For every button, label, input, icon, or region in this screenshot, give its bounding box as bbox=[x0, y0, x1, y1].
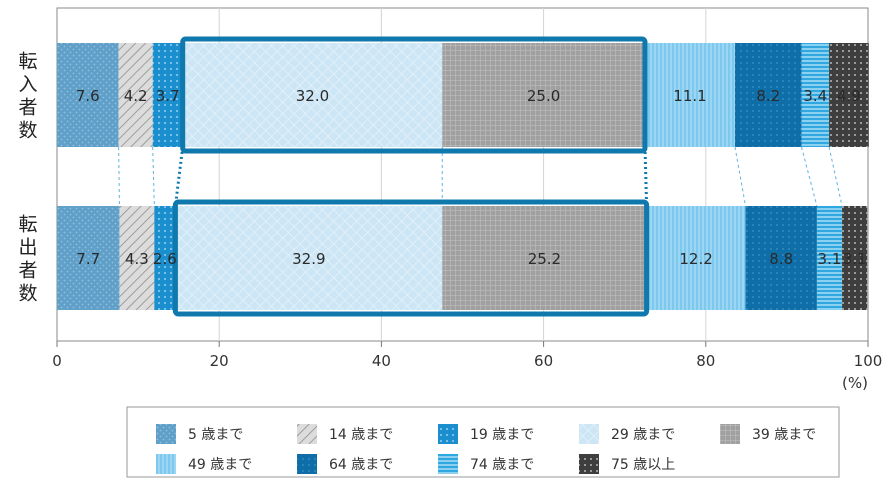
connector-line bbox=[152, 146, 155, 207]
bar-segment-out-4 bbox=[442, 206, 647, 310]
data-label: 3.7 bbox=[156, 87, 180, 105]
data-label: 25.2 bbox=[528, 250, 561, 268]
data-label: 32.9 bbox=[292, 250, 325, 268]
highlight-frame bbox=[180, 36, 648, 154]
connector-lines bbox=[118, 146, 843, 207]
bar-segment-out-7 bbox=[816, 206, 843, 310]
data-label: 7.7 bbox=[76, 250, 100, 268]
bar-segment-in-6 bbox=[734, 43, 802, 147]
legend-label: 74 歳まで bbox=[470, 457, 534, 473]
bar-segment-out-2 bbox=[154, 206, 176, 310]
x-tick-label: 40 bbox=[372, 352, 391, 370]
row-label-transfers-in: 転入者数 bbox=[18, 51, 37, 142]
bar-segment-in-8 bbox=[829, 43, 869, 147]
data-label: 32.0 bbox=[296, 87, 329, 105]
data-label: 11.1 bbox=[673, 87, 706, 105]
plot-frame bbox=[56, 7, 869, 342]
x-tick-label: 100 bbox=[854, 352, 883, 370]
data-label: 3.1 bbox=[818, 250, 842, 268]
legend-swatch bbox=[156, 424, 176, 444]
bar-segment-in-0 bbox=[57, 43, 119, 147]
data-label: 8.2 bbox=[756, 87, 780, 105]
data-label: 25.0 bbox=[527, 87, 560, 105]
legend-swatch bbox=[297, 424, 317, 444]
bar-segment-out-0 bbox=[57, 206, 120, 310]
connector-line bbox=[828, 146, 843, 207]
legend-swatch bbox=[297, 454, 317, 474]
legend-swatch bbox=[156, 454, 176, 474]
x-axis-unit: (%) bbox=[842, 374, 868, 392]
data-label: 4.9 bbox=[837, 87, 861, 105]
legend-swatch bbox=[720, 424, 740, 444]
connector-line bbox=[801, 146, 818, 207]
connector-line bbox=[734, 146, 747, 207]
row-label-transfers-out: 転出者数 bbox=[18, 214, 37, 305]
bar-segment-in-4 bbox=[442, 43, 645, 147]
legend-label: 64 歳まで bbox=[329, 457, 393, 473]
legend-label: 39 歳まで bbox=[752, 427, 816, 443]
data-label: 4.2 bbox=[124, 87, 148, 105]
bar-segment-out-3 bbox=[175, 206, 443, 310]
legend-label: 19 歳まで bbox=[470, 427, 534, 443]
bar-segment-in-1 bbox=[118, 43, 153, 147]
legend-label: 29 歳まで bbox=[611, 427, 675, 443]
bar-segment-out-6 bbox=[745, 206, 817, 310]
bar-segment-in-5 bbox=[644, 43, 735, 147]
highlight-frame bbox=[172, 199, 650, 317]
data-label: 3.1 bbox=[843, 250, 867, 268]
connector-line bbox=[173, 146, 185, 207]
data-label: 8.8 bbox=[769, 250, 793, 268]
data-label: 2.6 bbox=[153, 250, 177, 268]
legend-swatch bbox=[438, 424, 458, 444]
row-label-text: 転出者数 bbox=[18, 214, 37, 305]
bar-segment-out-1 bbox=[119, 206, 155, 310]
legend-label: 75 歳以上 bbox=[611, 457, 675, 473]
x-tick-label: 60 bbox=[534, 352, 553, 370]
bar-segment-out-5 bbox=[646, 206, 746, 310]
bars bbox=[57, 43, 869, 310]
connector-line bbox=[118, 146, 120, 207]
legend-label: 49 歳まで bbox=[188, 457, 252, 473]
highlight-frames bbox=[172, 36, 650, 317]
legend: 5 歳まで 14 歳まで 19 歳まで 29 歳まで 39 歳まで 49 歳まで 64 歳ま… bbox=[156, 424, 816, 474]
bar-segment-in-2 bbox=[152, 43, 183, 147]
connector-line bbox=[643, 146, 649, 207]
data-label: 12.2 bbox=[679, 250, 712, 268]
bar-segment-in-7 bbox=[801, 43, 830, 147]
data-label: 3.4 bbox=[803, 87, 827, 105]
legend-swatch bbox=[579, 454, 599, 474]
x-tick-label: 80 bbox=[696, 352, 715, 370]
legend-label: 14 歳まで bbox=[329, 427, 393, 443]
legend-swatch bbox=[579, 424, 599, 444]
data-label: 4.3 bbox=[125, 250, 149, 268]
row-label-text: 転入者数 bbox=[18, 51, 37, 142]
legend-swatch bbox=[438, 454, 458, 474]
x-tick-label: 0 bbox=[52, 352, 62, 370]
bar-segment-out-8 bbox=[842, 206, 868, 310]
x-tick-label: 20 bbox=[210, 352, 229, 370]
bar-segment-in-3 bbox=[182, 43, 443, 147]
data-label: 7.6 bbox=[76, 87, 100, 105]
legend-label: 5 歳まで bbox=[188, 427, 243, 443]
x-axis: 0 20 40 60 80 100 bbox=[52, 341, 882, 370]
segment-labels: 7.6 4.2 3.7 32.0 25.0 11.1 8.2 3.4 4.9 7.7 4.3 2.6 3… bbox=[76, 87, 867, 268]
